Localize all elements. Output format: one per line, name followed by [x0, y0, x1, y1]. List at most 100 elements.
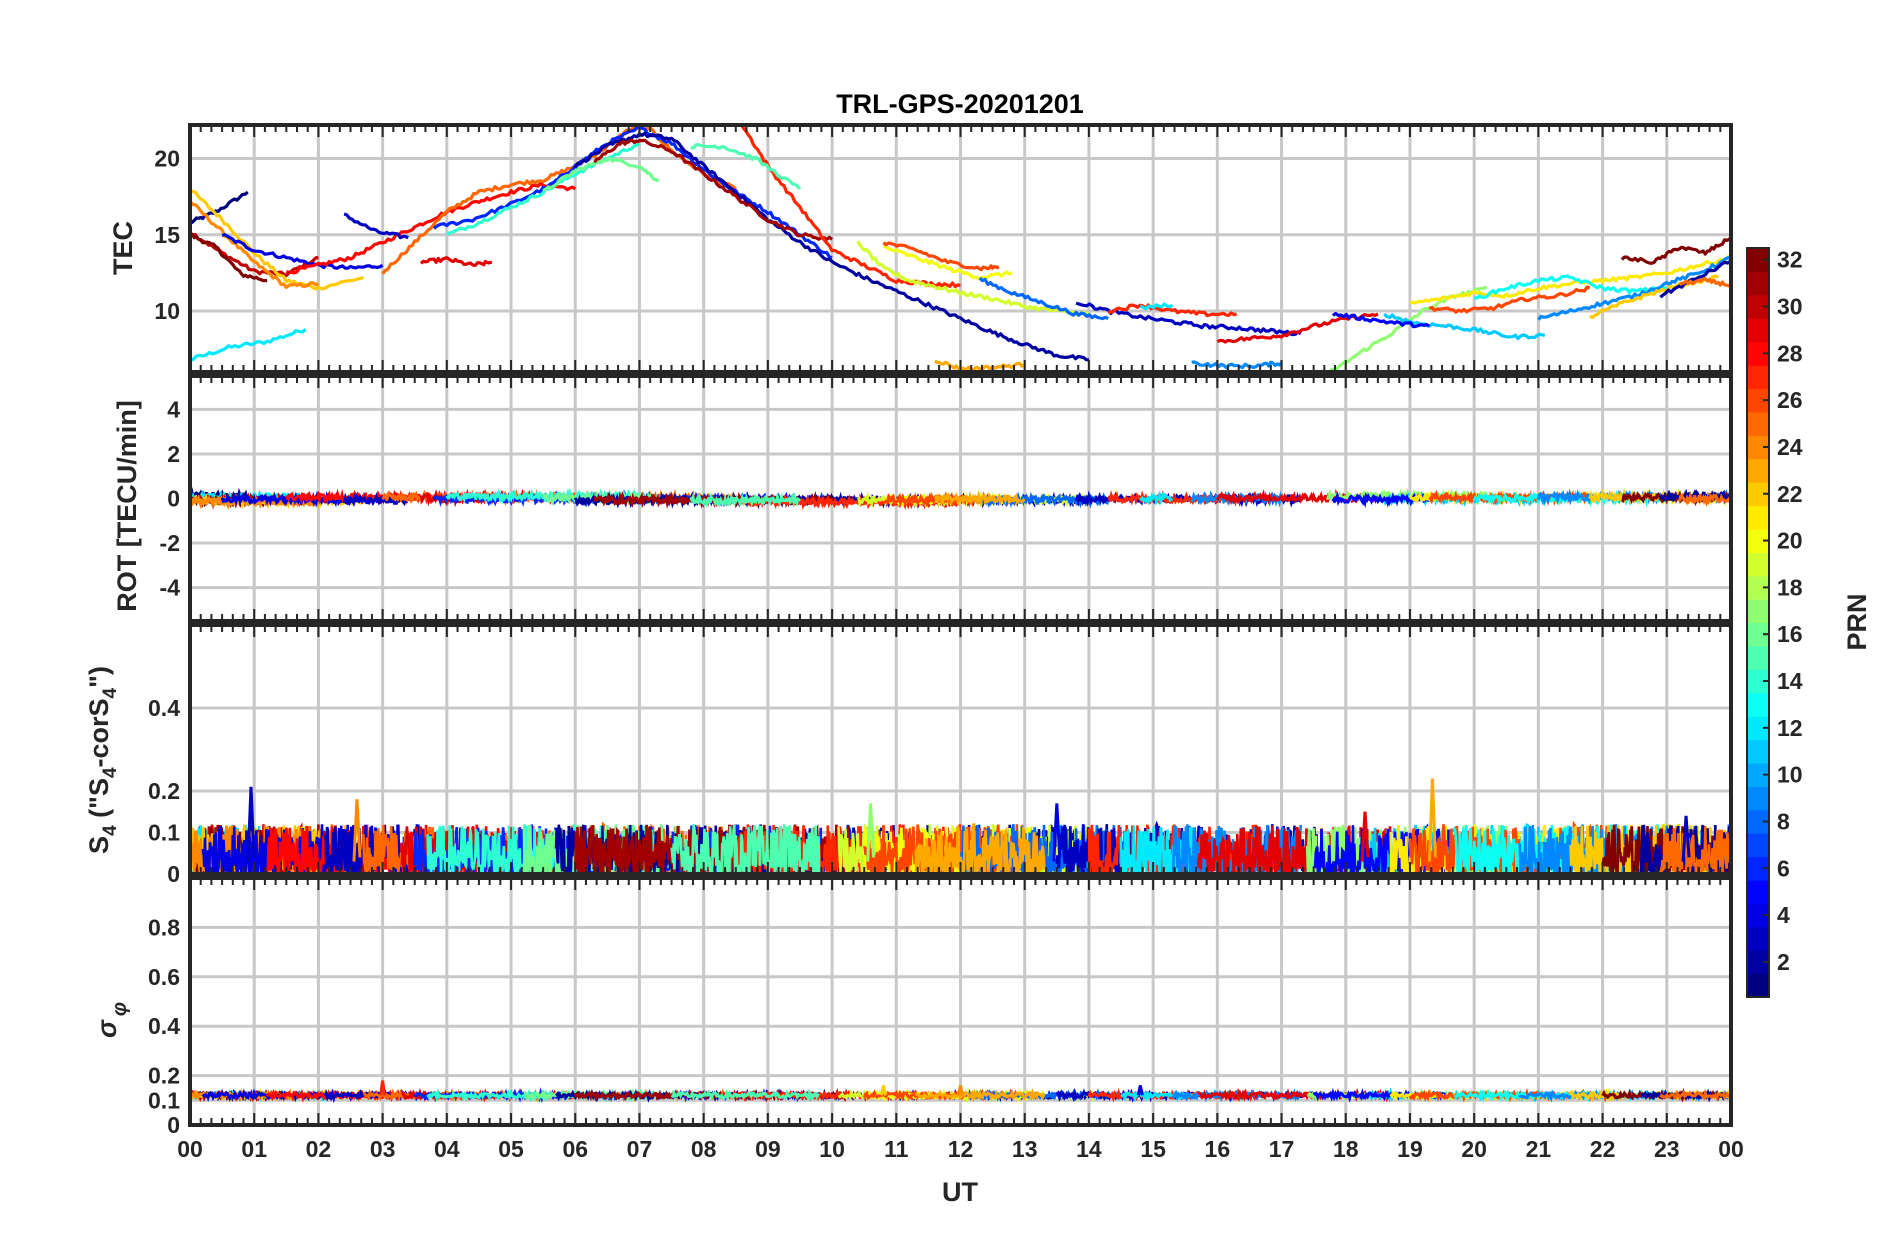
- colorbar-swatch-5: [1747, 879, 1769, 904]
- tec-series-prn25-38: [1678, 277, 1731, 288]
- xtick-label-5: 05: [498, 1136, 524, 1162]
- ytick-sigma_phi-2: 0.2: [148, 1063, 180, 1089]
- colorbar-swatch-26: [1747, 388, 1769, 413]
- colorbar-tick-label-11: 24: [1777, 434, 1803, 460]
- panel-rot: -4 -2 0 2 4: [160, 374, 1733, 623]
- colorbar-tick-label-2: 6: [1777, 855, 1790, 881]
- tec-series-prn28-7: [285, 181, 577, 275]
- ytick-rot-1: -2: [160, 530, 180, 556]
- ylabel-sigma: σ: [92, 1019, 122, 1038]
- tec-series-prn23-22: [934, 359, 1026, 372]
- ylabel-tec: TEC: [108, 221, 138, 275]
- tec-series-prn2-37: [1659, 259, 1731, 299]
- colorbar-swatch-31: [1747, 271, 1769, 296]
- colorbar-tick-label-4: 10: [1777, 762, 1803, 788]
- s4-series-prn15-17: [670, 824, 821, 874]
- colorbar-swatch-4: [1747, 903, 1769, 928]
- ytick-tec-2: 20: [154, 146, 180, 172]
- ylabel-s4-main: S: [84, 836, 114, 854]
- colorbar-swatch-6: [1747, 856, 1769, 881]
- colorbar-tick-label-13: 28: [1777, 340, 1803, 366]
- tec-series-prn5-30: [1331, 311, 1431, 329]
- s4-peak-3: [866, 803, 876, 862]
- ytick-tec-1: 15: [154, 222, 180, 248]
- colorbar-tick-label-7: 16: [1777, 621, 1803, 647]
- ytick-s4-0: 0: [167, 861, 180, 887]
- panel-tec: 10 15 20: [154, 123, 1733, 374]
- colorbar-swatch-19: [1747, 552, 1769, 577]
- ylabel-s4-open: ("S: [84, 778, 114, 825]
- tec-series-prn32-3: [190, 232, 268, 283]
- ylabel-s4-mid: -corS: [84, 698, 114, 767]
- sigma-peak-1: [1136, 1085, 1144, 1096]
- ytick-s4-3: 0.4: [148, 695, 180, 721]
- tec-series-prn4-6: [221, 233, 384, 270]
- colorbar-tick-label-12: 26: [1777, 387, 1803, 413]
- sigma-series-prn15-17: [670, 1088, 820, 1102]
- colorbar-swatch-14: [1747, 669, 1769, 694]
- ytick-rot-3: 2: [167, 441, 180, 467]
- colorbar-swatch-2: [1747, 950, 1769, 975]
- ylabel-s4-sub: 4: [100, 825, 121, 836]
- colorbar-tick-label-10: 22: [1777, 481, 1803, 507]
- colorbar-tick-label-8: 18: [1777, 574, 1803, 600]
- tec-series-prn26-32: [1428, 285, 1591, 314]
- tec-series-prn12-1: [190, 328, 307, 363]
- tec-series-prn21-31: [1409, 255, 1731, 305]
- sigma-series-prn25-38: [1659, 1088, 1731, 1102]
- tec-series-prn9-34: [1537, 256, 1731, 321]
- colorbar-swatch-9: [1747, 786, 1769, 811]
- colorbar-label: PRN: [1842, 593, 1872, 650]
- colorbar-swatch-25: [1747, 411, 1769, 436]
- xtick-label-12: 12: [948, 1136, 974, 1162]
- plot-area-tec: [190, 125, 1731, 372]
- plot-area-s4: [190, 778, 1731, 874]
- xtick-label-22: 22: [1590, 1136, 1616, 1162]
- ytick-rot-2: 0: [167, 486, 180, 512]
- xtick-label-17: 17: [1269, 1136, 1295, 1162]
- s4-series-prn25-38: [1659, 826, 1731, 874]
- ylabel-s4-sub2: 4: [100, 767, 121, 778]
- ylabel-phi: φ: [109, 1002, 131, 1016]
- colorbar-swatch-30: [1747, 294, 1769, 319]
- xtick-label-0: 00: [177, 1136, 203, 1162]
- xtick-label-6: 06: [562, 1136, 588, 1162]
- colorbar-swatch-1: [1747, 973, 1769, 998]
- colorbar-swatch-8: [1747, 809, 1769, 834]
- tec-series-prn13-33: [1473, 274, 1667, 300]
- tec-series-prn1-0: [190, 190, 249, 224]
- tec-series-prn27-16: [740, 125, 961, 289]
- colorbar-swatch-20: [1747, 528, 1769, 553]
- colorbar-frame: [1746, 247, 1770, 998]
- colorbar-swatch-21: [1747, 505, 1769, 530]
- ytick-sigma_phi-4: 0.6: [148, 964, 180, 990]
- xtick-label-20: 20: [1461, 1136, 1487, 1162]
- s4-peak-6: [1681, 815, 1691, 862]
- rot-series-prn15-17: [689, 491, 801, 509]
- colorbar-tick-label-15: 32: [1777, 247, 1803, 273]
- xtick-label-9: 09: [755, 1136, 781, 1162]
- colorbar-swatch-3: [1747, 926, 1769, 951]
- tec-series-prn9-26: [1191, 360, 1283, 370]
- colorbar-swatch-23: [1747, 458, 1769, 483]
- ylabel-rot: ROT [TECU/min]: [112, 400, 142, 611]
- tec-series-prn31-15: [593, 138, 834, 241]
- s4-peak-1: [352, 799, 362, 862]
- colorbar-swatch-29: [1747, 318, 1769, 343]
- tec-series-prn12-25: [1139, 302, 1174, 311]
- rot-series-prn23-22: [933, 490, 1026, 508]
- colorbar-swatch-10: [1747, 762, 1769, 787]
- colorbar-tick-label-14: 30: [1777, 294, 1803, 320]
- tec-series-prn20-19: [882, 244, 1013, 281]
- ytick-sigma_phi-1: 0.1: [148, 1087, 180, 1113]
- tec-series-prn8-21: [978, 276, 1109, 321]
- colorbar-swatch-32: [1747, 248, 1769, 273]
- sigma-peak-3: [957, 1085, 964, 1096]
- rot-series-prn14-12: [445, 487, 641, 505]
- colorbar-swatch-18: [1747, 575, 1769, 600]
- ytick-sigma_phi-3: 0.4: [148, 1013, 180, 1039]
- colorbar-tick-label-5: 12: [1777, 715, 1803, 741]
- s4-peak-2: [1052, 803, 1062, 862]
- ytick-sigma_phi-0: 0: [167, 1112, 180, 1138]
